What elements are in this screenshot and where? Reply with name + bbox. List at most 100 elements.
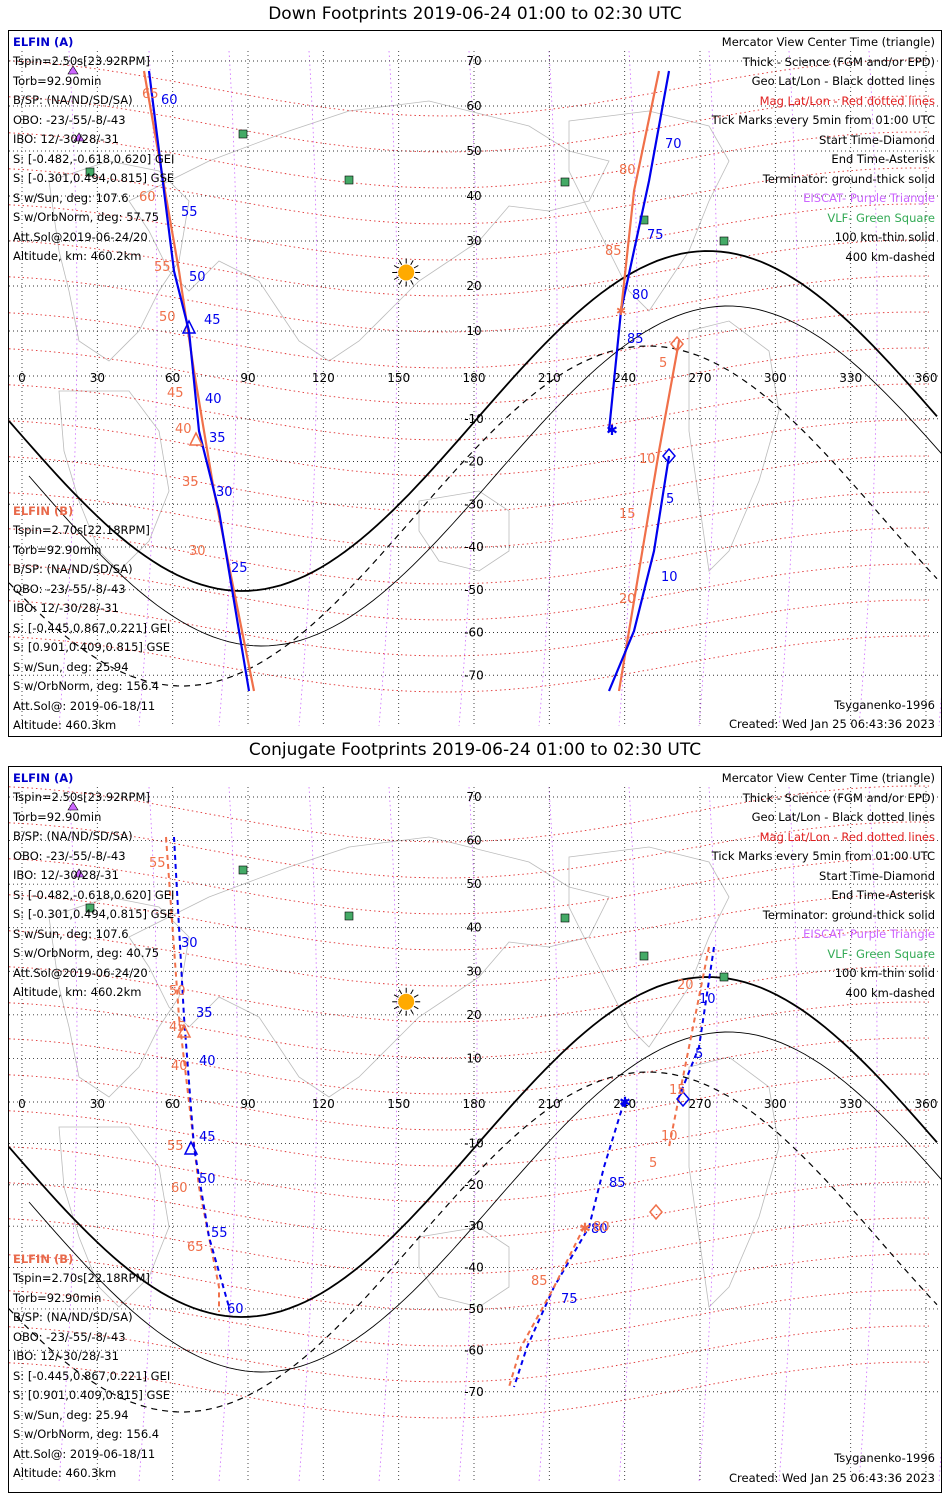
view-center-triangle [181, 319, 197, 334]
lat-tick-label: -70 [464, 668, 484, 682]
info-line: S w/OrbNorm, deg: 57.75 [13, 210, 160, 224]
info-line: S: [0.901,0.409,0.815] GSE [13, 640, 171, 654]
mag-lat-line [9, 311, 930, 369]
mag-lon-line [378, 50, 398, 727]
end-asterisk: ✱ [616, 304, 626, 318]
start-diamond [649, 1203, 663, 1221]
elfin-b-tick-label: 45 [169, 1020, 186, 1035]
legend-item: Terminator: ground-thick solid [762, 907, 935, 922]
info-line: Tspin=2.70s[22.18RPM] [13, 523, 150, 537]
eiscat-marker [73, 132, 85, 142]
legend-item: End Time-Asterisk [831, 888, 935, 902]
elfin-b-tick-label: 80 [593, 1220, 610, 1235]
elfin-b-tick-label: 50 [159, 310, 176, 325]
info-line: Torb=92.90min [13, 1290, 102, 1305]
mag-lat-line [9, 821, 930, 879]
elfin-b-tick-label: 65 [142, 87, 159, 102]
vlf-station-marker [238, 865, 248, 875]
info-line: IBO: 12/-30/28/-31 [13, 1349, 119, 1363]
start-diamond [676, 1090, 690, 1108]
legend-item: Geo Lat/Lon - Black dotted lines [751, 74, 935, 88]
elfin-b-tick-label: 85 [605, 244, 622, 259]
mag-lon-line [138, 50, 158, 727]
legend-item: 400 km-dashed [845, 249, 935, 264]
mag-lon-line [218, 786, 238, 1483]
elfin-b-tick-label: 80 [619, 163, 636, 178]
elfin-a-tick-label: 35 [209, 431, 226, 446]
sun-ray [410, 260, 414, 265]
lon-tick-label: 60 [165, 1097, 180, 1111]
info-line: S w/Sun, deg: 25.94 [13, 659, 129, 674]
lat-tick-label: -70 [464, 1385, 484, 1399]
info-line: S: [-0.445,0.867,0.221] GEI [13, 1368, 171, 1383]
mag-lon-line [938, 1450, 941, 1483]
lat-tick-label: -60 [464, 626, 484, 640]
map-canvas-down: 0 30 60 90 120 150 180 210 240 270 300 330 360 70 60 50… [9, 50, 941, 727]
lat-tick-label: 50 [466, 877, 481, 891]
lat-tick-label: 30 [466, 234, 481, 248]
elfin-a-tick-label: 50 [189, 270, 206, 285]
start-diamond [662, 447, 676, 465]
legend-item: VLF- Green Square [827, 210, 935, 225]
sun-ray [398, 1009, 403, 1015]
legend-item: Tick Marks every 5min from 01:00 UTC [711, 849, 935, 863]
info-line: OBO: -23/-55/-8/-43 [13, 1329, 126, 1344]
lon-tick-label: 330 [839, 371, 862, 385]
lon-tick-label: 150 [387, 1097, 410, 1111]
elfin-b-track [619, 70, 661, 312]
info-line: Altitude: 460.3km [13, 718, 117, 732]
info-line: S w/Sun, deg: 107.6 [13, 190, 129, 205]
lon-tick-label: 300 [764, 1097, 787, 1111]
lat-tick-label: 40 [466, 921, 481, 935]
lon-tick-label: 0 [18, 1097, 26, 1111]
lon-tick-label: 210 [538, 1097, 561, 1111]
lat-tick-label: -10 [464, 1136, 484, 1150]
info-line: IBO: 12/-30/28/-31 [13, 601, 119, 615]
elfin-b-tick-label: 5 [659, 356, 667, 371]
elfin-a-tick-label: 55 [211, 1226, 228, 1241]
created-label: Created: Wed Jan 25 06:43:36 2023 [728, 717, 935, 731]
mag-lat-line [9, 1037, 930, 1095]
lon-tick-label: 270 [689, 1097, 712, 1111]
panel-title-down: Down Footprints 2019-06-24 01:00 to 02:3… [268, 4, 682, 24]
lat-tick-label: -50 [464, 583, 484, 597]
legend-item: Mercator View Center Time (triangle) [721, 771, 935, 785]
lon-tick-label: 270 [689, 371, 712, 385]
sun-ray [413, 265, 419, 269]
legend-item: End Time-Asterisk [831, 152, 935, 166]
info-line: Torb=92.90min [13, 809, 102, 824]
lon-tick-label: 210 [538, 371, 561, 385]
continent-outline [128, 836, 610, 1098]
elfin-b-tick-label: 5 [649, 1156, 657, 1171]
legend-item: Mag Lat/Lon - Red dotted lines [759, 829, 935, 844]
info-line: Att.Sol@: 2019-06-18/11 [13, 698, 156, 713]
sun-ray [410, 280, 414, 285]
elfin-a-tick-label: 85 [627, 332, 644, 347]
mag-lon-line [378, 786, 398, 1483]
elfin-b-tick-label: 30 [189, 544, 206, 559]
eiscat-marker [67, 801, 79, 811]
mag-lon-line [298, 50, 318, 727]
elfin-a-tick-label: 25 [231, 561, 248, 576]
elfin-b-tick-label: 10 [661, 1129, 678, 1144]
elfin-b-tick-label: 40 [175, 422, 192, 437]
map-panel-conjugate: 0 30 60 90 120 150 180 210 240 270 300 330 360 70 60 50… [8, 766, 942, 1493]
sun-ray [398, 260, 403, 265]
mag-lon-line [938, 696, 941, 727]
mag-lon-line [138, 786, 158, 1483]
info-line: OBO: -23/-55/-8/-43 [13, 848, 126, 863]
mag-lat-line [9, 1217, 930, 1275]
terminator-400km [9, 345, 938, 687]
end-asterisk: ✱ [606, 423, 618, 439]
legend-item: Terminator: ground-thick solid [762, 171, 935, 186]
lat-tick-label: 10 [466, 1051, 481, 1065]
sun-icon [398, 264, 415, 281]
mag-lat-line [9, 1073, 930, 1131]
info-line: B/SP: (NA/ND/SD/SA) [13, 829, 133, 843]
sun-icon [398, 993, 415, 1010]
eiscat-marker [73, 868, 85, 878]
lat-tick-label: 30 [466, 964, 481, 978]
mag-lon-line [858, 50, 878, 727]
info-line: S: [-0.482,-0.618,0.620] GEI [13, 151, 175, 166]
info-line: S w/Sun, deg: 25.94 [13, 1407, 129, 1422]
